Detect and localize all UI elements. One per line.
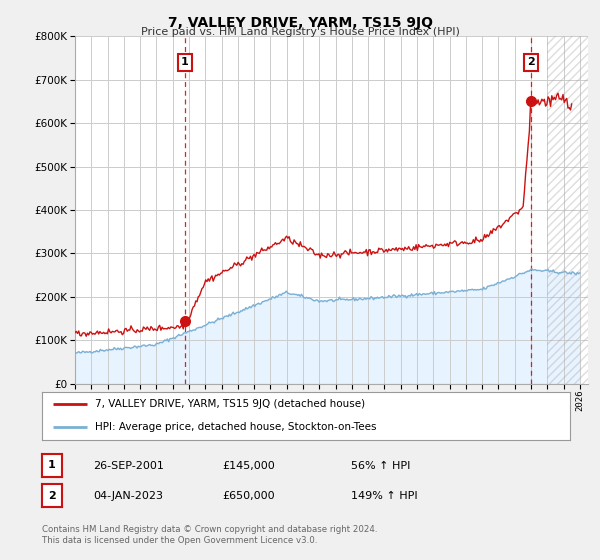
Text: Contains HM Land Registry data © Crown copyright and database right 2024.
This d: Contains HM Land Registry data © Crown c… — [42, 525, 377, 545]
Text: HPI: Average price, detached house, Stockton-on-Tees: HPI: Average price, detached house, Stoc… — [95, 422, 376, 432]
Text: 56% ↑ HPI: 56% ↑ HPI — [351, 461, 410, 471]
Text: 2: 2 — [527, 58, 535, 67]
Bar — [547, 27, 596, 384]
Text: 2: 2 — [48, 491, 56, 501]
Text: 26-SEP-2001: 26-SEP-2001 — [93, 461, 164, 471]
Text: 04-JAN-2023: 04-JAN-2023 — [93, 491, 163, 501]
Text: 1: 1 — [181, 58, 188, 67]
Text: 149% ↑ HPI: 149% ↑ HPI — [351, 491, 418, 501]
Text: 1: 1 — [48, 460, 56, 470]
Text: £145,000: £145,000 — [222, 461, 275, 471]
Text: Price paid vs. HM Land Registry's House Price Index (HPI): Price paid vs. HM Land Registry's House … — [140, 27, 460, 37]
Text: £650,000: £650,000 — [222, 491, 275, 501]
Text: 7, VALLEY DRIVE, YARM, TS15 9JQ (detached house): 7, VALLEY DRIVE, YARM, TS15 9JQ (detache… — [95, 399, 365, 409]
Text: 7, VALLEY DRIVE, YARM, TS15 9JQ: 7, VALLEY DRIVE, YARM, TS15 9JQ — [167, 16, 433, 30]
